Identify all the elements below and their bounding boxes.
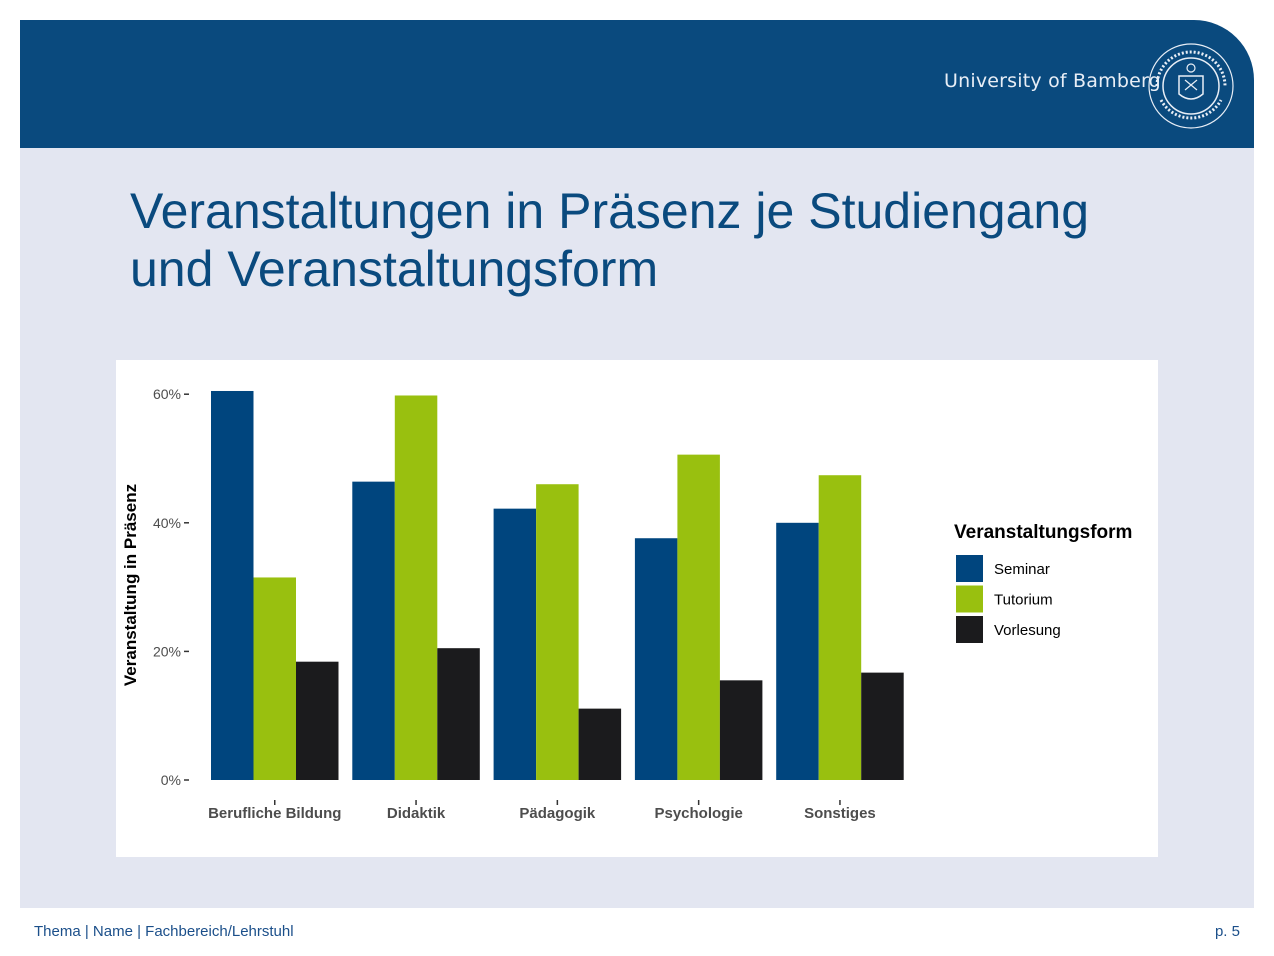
x-tick-label: Berufliche Bildung [208, 805, 341, 822]
bar-seminar [493, 508, 537, 780]
bar-vorlesung [861, 672, 904, 780]
bar-tutorium [394, 395, 438, 780]
bar-seminar [634, 538, 678, 780]
x-tick-label: Pädagogik [519, 805, 596, 822]
bar-tutorium [253, 577, 296, 780]
bar-vorlesung [578, 708, 622, 780]
bar-vorlesung [296, 661, 339, 780]
bar-vorlesung [437, 648, 480, 780]
footer-info: Thema | Name | Fachbereich/Lehrstuhl [34, 923, 294, 940]
y-axis-label: Veranstaltung in Präsenz [121, 484, 140, 686]
legend-title: Veranstaltungsform [954, 522, 1132, 543]
bar-tutorium [677, 454, 720, 780]
chart-panel: Veranstaltung in Präsenz 0% 20% 40% 60% Ber… [116, 360, 1158, 857]
slide-title-line-2: und Veranstaltungsform [130, 241, 659, 297]
y-tick-label: 40% [153, 515, 181, 531]
legend: Veranstaltungsform Seminar Tutorium Vorles… [954, 522, 1132, 643]
y-axis: 0% 20% 40% 60% [153, 386, 189, 788]
bar-tutorium [536, 484, 579, 780]
bar-seminar [776, 522, 819, 780]
university-logo-text: University of Bamberg [944, 70, 1161, 92]
y-tick-label: 20% [153, 643, 181, 659]
legend-swatch-seminar [956, 555, 983, 582]
bar-tutorium [818, 475, 862, 780]
legend-label: Tutorium [994, 592, 1053, 609]
x-tick-label: Didaktik [387, 805, 446, 822]
bars-group [211, 390, 904, 780]
bar-chart: Veranstaltung in Präsenz 0% 20% 40% 60% Ber… [121, 386, 1132, 822]
slide-title-line-1: Veranstaltungen in Präsenz je Studiengan… [130, 183, 1090, 239]
bar-vorlesung [719, 680, 763, 780]
bar-seminar [352, 481, 395, 780]
legend-label: Vorlesung [994, 622, 1061, 639]
legend-label: Seminar [994, 561, 1050, 578]
header-bar [20, 20, 1254, 148]
legend-swatch-tutorium [956, 585, 983, 613]
bar-seminar [211, 390, 254, 780]
legend-swatch-vorlesung [956, 616, 983, 643]
slide-title: Veranstaltungen in Präsenz je Studiengan… [130, 182, 1130, 298]
x-tick-label: Sonstiges [804, 805, 876, 822]
university-seal-icon [1148, 43, 1234, 129]
y-tick-label: 60% [153, 386, 181, 402]
page-number: p. 5 [1214, 923, 1240, 940]
y-tick-label: 0% [161, 772, 181, 788]
x-tick-label: Psychologie [654, 805, 742, 822]
x-axis: Berufliche Bildung Didaktik Pädagogik Psych… [208, 800, 876, 822]
